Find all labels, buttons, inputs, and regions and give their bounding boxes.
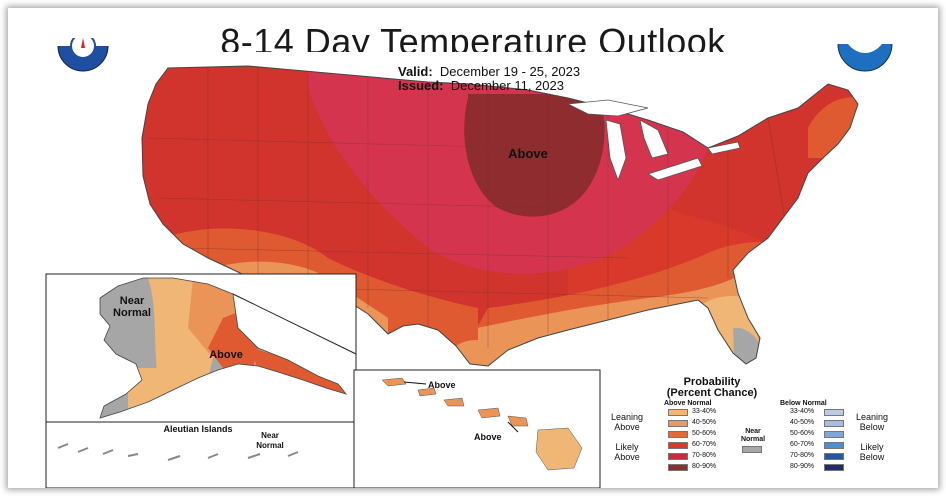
legend-above-swatch	[668, 464, 688, 471]
legend-near-swatch	[742, 446, 762, 453]
legend-near-2: Normal	[740, 436, 766, 443]
legend-leaning-below: Leaning Below	[850, 412, 894, 432]
lake-superior	[566, 99, 649, 117]
legend-above-range: 60-70%	[692, 441, 717, 448]
lake-erie	[647, 157, 703, 181]
legend-above-swatch	[668, 453, 688, 460]
aleutian-inset: Aleutian Islands Near Normal	[45, 421, 357, 488]
legend-leaning-above-1: Leaning	[610, 412, 644, 422]
issued-value: December 11, 2023	[450, 78, 564, 93]
valid-dates: Valid: December 19 - 25, 2023	[398, 64, 580, 79]
legend-above-range: 80-90%	[692, 463, 717, 470]
legend-above-swatch	[668, 431, 688, 438]
legend-above-range: 50-60%	[692, 430, 717, 437]
legend-above-swatch	[668, 409, 688, 416]
legend-likely-above-1: Likely	[615, 442, 639, 452]
noaa-logo-icon	[837, 43, 893, 72]
legend-above-range: 40-50%	[692, 419, 717, 426]
legend-below-header: Below Normal	[780, 400, 827, 407]
legend-below-swatch	[824, 442, 844, 449]
legend-below-swatch	[824, 409, 844, 416]
hawaii-inset: Above Above	[353, 369, 601, 488]
legend-title-2: (Percent Chance)	[666, 387, 758, 399]
aleutian-label: Aleutian Islands	[163, 424, 232, 434]
legend-below-range: 33-40%	[790, 408, 815, 415]
legend-below-swatch	[824, 420, 844, 427]
legend-near: Near Normal	[736, 428, 770, 444]
legend-above-header: Above Normal	[664, 400, 712, 407]
legend-leaning-below-2: Below	[859, 422, 885, 432]
legend-likely-below-1: Likely	[860, 442, 884, 452]
outlook-frame: Above Near Normal Above Aleutian Islands	[8, 8, 938, 488]
legend-leaning-below-1: Leaning	[855, 412, 889, 422]
lake-huron	[639, 119, 669, 159]
conus-above-label: Above	[508, 146, 548, 161]
legend-likely-above: Likely Above	[606, 442, 648, 462]
legend-title-1: Probability	[683, 376, 741, 388]
hawaii-above-label-1: Above	[428, 380, 456, 390]
outlook-map: Above Near Normal Above Aleutian Islands	[45, 65, 859, 488]
valid-label: Valid:	[398, 64, 433, 79]
legend-below-range: 50-60%	[790, 430, 815, 437]
page-title: 8-14 Day Temperature Outlook	[220, 22, 726, 52]
legend-below-range: 80-90%	[790, 463, 815, 470]
hawaii-above-label-2: Above	[474, 432, 502, 442]
legend-near-1: Near	[745, 428, 761, 435]
legend-above-swatch	[668, 442, 688, 449]
legend-likely-below: Likely Below	[850, 442, 894, 462]
legend-below-swatch	[824, 453, 844, 460]
legend-above-swatch	[668, 420, 688, 427]
legend-below-range: 70-80%	[790, 452, 815, 459]
legend-below-swatch	[824, 431, 844, 438]
alaska-near-label-1: Near	[120, 295, 145, 307]
valid-value: December 19 - 25, 2023	[439, 64, 581, 79]
legend-leaning-above-2: Above	[614, 422, 640, 432]
issued-label: Issued:	[398, 78, 444, 93]
lake-michigan	[605, 119, 627, 182]
legend-above-range: 33-40%	[692, 408, 717, 415]
legend-below-range: 40-50%	[790, 419, 815, 426]
nws-logo-icon	[57, 38, 109, 72]
aleutian-near-label-2: Normal	[256, 441, 284, 450]
alaska-above-label: Above	[209, 349, 243, 361]
legend-likely-below-2: Below	[859, 452, 885, 462]
legend-likely-above-2: Above	[614, 452, 640, 462]
alaska-near-label-2: Normal	[113, 307, 151, 319]
legend-above-range: 70-80%	[692, 452, 717, 459]
legend-below-range: 60-70%	[790, 441, 815, 448]
issued-date: Issued: December 11, 2023	[398, 78, 564, 93]
aleutian-near-label-1: Near	[261, 431, 279, 440]
legend-leaning-above: Leaning Above	[606, 412, 648, 432]
legend: Probability (Percent Chance) Above Norma…	[602, 372, 938, 488]
alaska-inset: Near Normal Above	[45, 273, 357, 423]
lake-ontario	[707, 141, 741, 155]
legend-below-swatch	[824, 464, 844, 471]
